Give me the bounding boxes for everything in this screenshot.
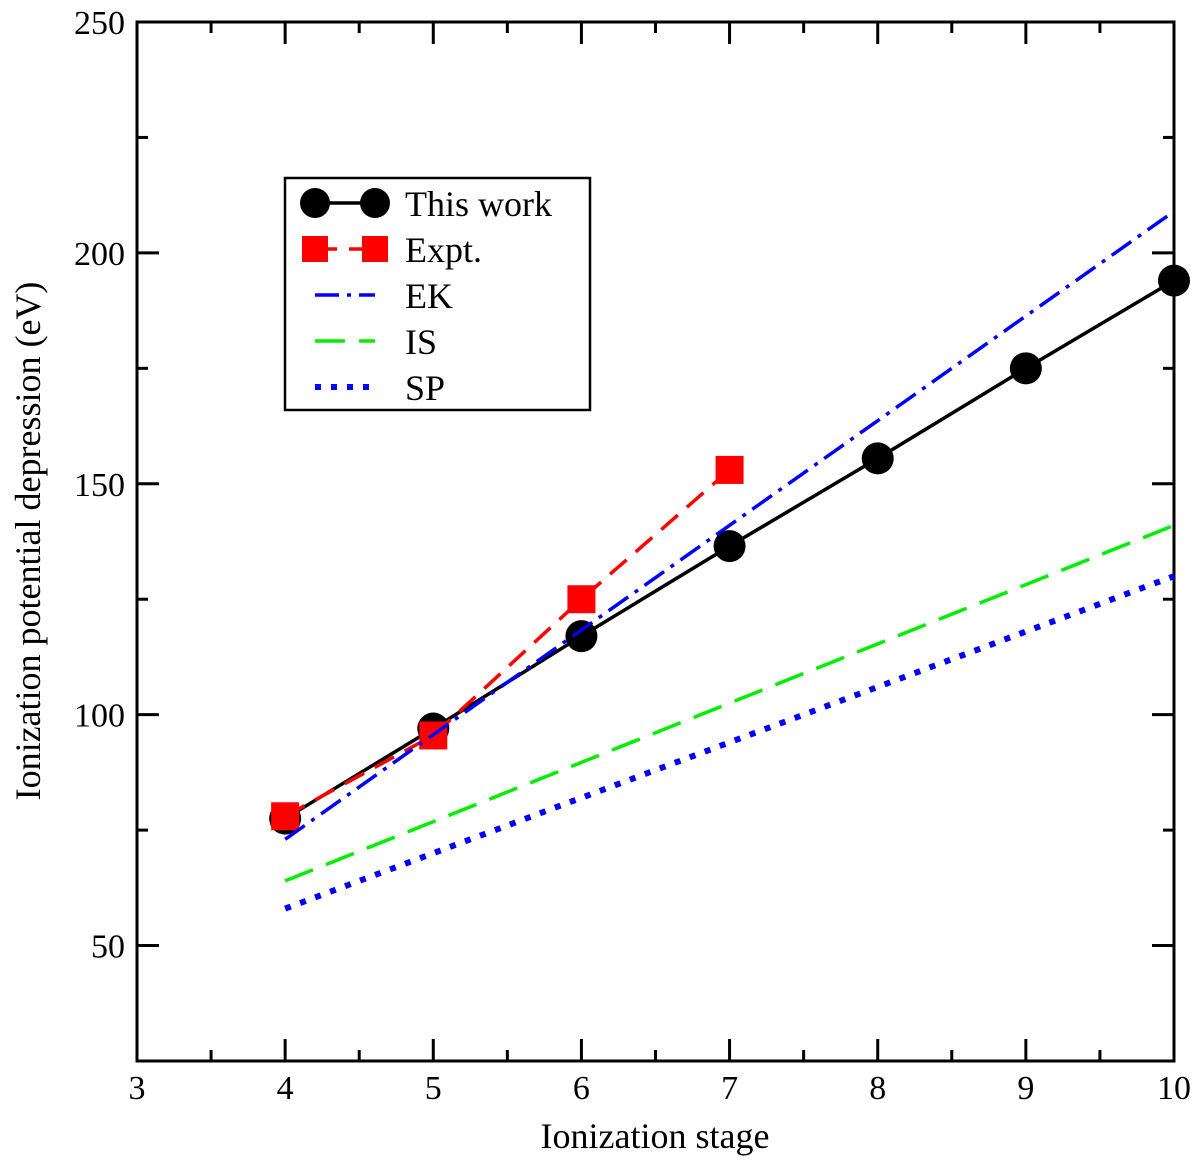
series-group — [269, 209, 1190, 912]
data-point — [713, 530, 746, 563]
series-line — [284, 523, 1175, 883]
legend-label: IS — [405, 322, 437, 362]
legend-swatch-marker — [362, 236, 388, 262]
series-is — [284, 523, 1175, 883]
y-tick-label: 100 — [74, 698, 125, 735]
legend-label: This work — [405, 184, 552, 224]
data-point — [1009, 352, 1042, 385]
x-tick-label: 9 — [1017, 1070, 1034, 1107]
data-point — [715, 455, 744, 484]
legend-swatch-marker — [360, 188, 390, 218]
legend-entry: Expt. — [302, 230, 482, 270]
legend-entry: EK — [315, 276, 453, 316]
x-tick-label: 5 — [425, 1070, 442, 1107]
series-ek — [284, 209, 1176, 841]
data-point — [567, 585, 596, 614]
x-tick-label: 10 — [1157, 1070, 1191, 1107]
y-tick-label: 150 — [74, 467, 125, 504]
y-tick-label: 50 — [91, 929, 125, 966]
x-tick-label: 7 — [721, 1070, 738, 1107]
legend-entry: IS — [315, 322, 437, 362]
legend-label: EK — [405, 276, 453, 316]
y-tick-label: 200 — [74, 236, 125, 273]
data-point — [565, 620, 598, 653]
y-tick-label: 250 — [74, 5, 125, 42]
series-line — [284, 209, 1176, 841]
legend: This work Expt. EK IS SP — [283, 176, 592, 412]
series-expt — [271, 455, 744, 831]
data-point — [1158, 264, 1190, 297]
x-tick-label: 6 — [573, 1070, 590, 1107]
legend-swatch-marker — [302, 236, 328, 262]
legend-swatch-marker — [300, 188, 330, 218]
legend-label: Expt. — [405, 230, 482, 270]
x-axis-title: Ionization stage — [541, 1116, 770, 1156]
x-tick-label: 4 — [277, 1070, 294, 1107]
legend-entry: SP — [315, 368, 445, 408]
series-line — [284, 468, 731, 818]
axis-ticks — [135, 20, 1176, 1061]
legend-entry: This work — [300, 184, 552, 224]
axis-tick-labels: 3 4 5 6 7 8 9 10 50 100 150 200 250 — [74, 5, 1191, 1107]
y-axis-title: Ionization potential depression (eV) — [8, 282, 48, 801]
data-point — [271, 802, 300, 831]
data-point — [861, 442, 894, 475]
x-tick-label: 8 — [869, 1070, 886, 1107]
legend-label: SP — [405, 368, 445, 408]
x-tick-label: 3 — [129, 1070, 146, 1107]
